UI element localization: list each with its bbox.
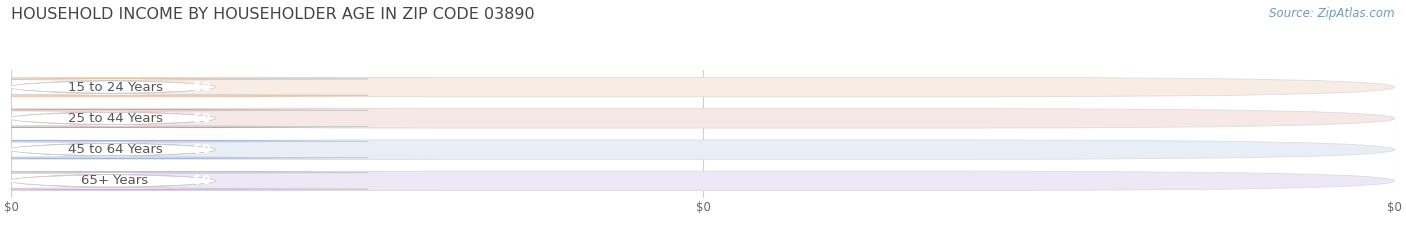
Text: 45 to 64 Years: 45 to 64 Years — [67, 143, 162, 156]
Text: $0: $0 — [193, 174, 211, 187]
FancyBboxPatch shape — [11, 109, 1395, 128]
FancyBboxPatch shape — [11, 171, 1395, 191]
FancyBboxPatch shape — [0, 79, 368, 95]
Text: HOUSEHOLD INCOME BY HOUSEHOLDER AGE IN ZIP CODE 03890: HOUSEHOLD INCOME BY HOUSEHOLDER AGE IN Z… — [11, 7, 534, 22]
Text: $0: $0 — [193, 81, 211, 94]
Text: 15 to 24 Years: 15 to 24 Years — [67, 81, 163, 94]
FancyBboxPatch shape — [0, 140, 440, 159]
FancyBboxPatch shape — [0, 173, 368, 189]
FancyBboxPatch shape — [0, 110, 368, 127]
FancyBboxPatch shape — [0, 171, 440, 191]
Text: 65+ Years: 65+ Years — [82, 174, 149, 187]
Text: $0: $0 — [193, 143, 211, 156]
FancyBboxPatch shape — [0, 109, 440, 128]
FancyBboxPatch shape — [0, 141, 368, 158]
Text: Source: ZipAtlas.com: Source: ZipAtlas.com — [1270, 7, 1395, 20]
FancyBboxPatch shape — [0, 77, 440, 97]
FancyBboxPatch shape — [11, 140, 1395, 159]
FancyBboxPatch shape — [11, 77, 1395, 97]
Text: 25 to 44 Years: 25 to 44 Years — [67, 112, 163, 125]
Text: $0: $0 — [193, 112, 211, 125]
